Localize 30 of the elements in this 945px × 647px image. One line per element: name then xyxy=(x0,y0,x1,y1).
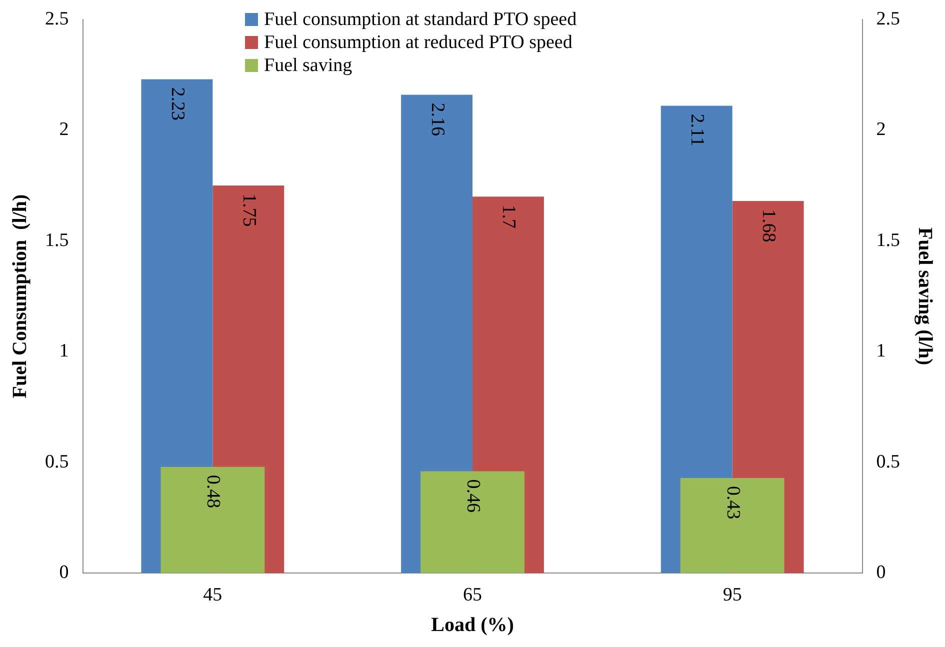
y-tick-label: 2.5 xyxy=(45,8,69,30)
y-tick-label: 1.5 xyxy=(45,230,69,251)
x-axis-title: Load (%) xyxy=(431,614,514,636)
legend-label: Fuel consumption at standard PTO speed xyxy=(264,8,577,31)
legend-label: Fuel saving xyxy=(264,54,352,77)
data-label: 1.68 xyxy=(758,209,780,242)
y2-tick-label: 2 xyxy=(876,119,886,140)
data-label: 0.48 xyxy=(202,474,224,508)
y-axis-title: Fuel Consumption (l/h) xyxy=(9,194,32,398)
data-label: 0.46 xyxy=(462,479,484,513)
y2-tick-label: 1 xyxy=(876,340,886,362)
y2-tick-label: 0 xyxy=(876,562,886,584)
data-label: 1.7 xyxy=(498,204,520,228)
y-tick-label: 0.5 xyxy=(45,451,69,472)
x-tick-label: 65 xyxy=(463,584,482,606)
data-label: 1.75 xyxy=(238,194,260,227)
data-label: 2.11 xyxy=(686,114,708,146)
y-tick-label: 0 xyxy=(59,562,69,584)
y2-axis-title: Fuel saving (l/h) xyxy=(914,227,936,366)
y2-tick-label: 1.5 xyxy=(876,230,900,251)
y2-tick-label: 2.5 xyxy=(876,8,900,30)
x-tick-label: 95 xyxy=(722,584,742,606)
data-label: 2.23 xyxy=(166,87,188,120)
x-tick-label: 45 xyxy=(203,584,222,606)
data-label: 2.16 xyxy=(426,102,448,136)
y2-tick-label: 0.5 xyxy=(876,451,900,472)
legend-label: Fuel consumption at reduced PTO speed xyxy=(264,31,572,54)
data-label: 0.43 xyxy=(722,486,744,520)
y-tick-label: 1 xyxy=(59,340,69,362)
y-tick-label: 2 xyxy=(59,119,69,140)
